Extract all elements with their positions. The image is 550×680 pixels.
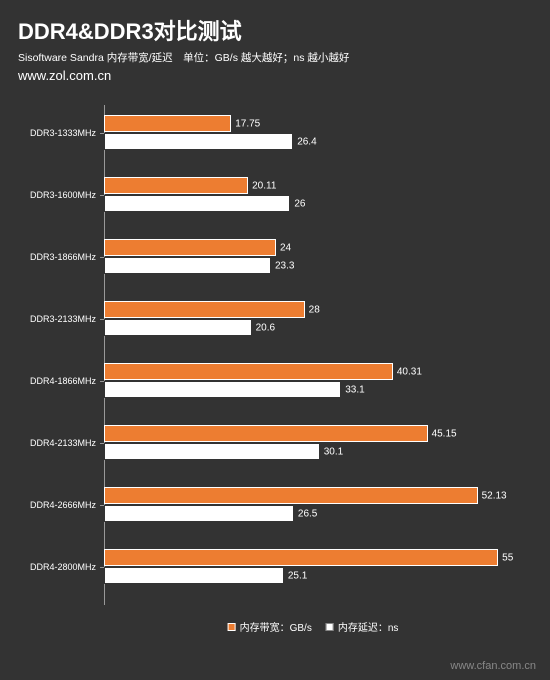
bar-value-label: 25.1 — [283, 570, 307, 581]
category-label: DDR4-2666MHz — [30, 500, 104, 510]
bar-bandwidth: 55 — [104, 549, 498, 566]
legend-swatch-icon — [326, 623, 334, 631]
bar-value-label: 55 — [497, 552, 513, 563]
category-label: DDR3-2133MHz — [30, 314, 104, 324]
chart-subtitle: Sisoftware Sandra 内存带宽/延迟 单位：GB/s 越大越好；n… — [18, 50, 532, 65]
bar-bandwidth: 24 — [104, 239, 276, 256]
source-url: www.zol.com.cn — [18, 68, 532, 83]
category-label: DDR4-2133MHz — [30, 438, 104, 448]
bar-value-label: 24 — [275, 242, 291, 253]
bar-value-label: 30.1 — [319, 446, 343, 457]
bar-value-label: 33.1 — [340, 384, 364, 395]
chart-plot-area: DDR3-1333MHz17.7526.4DDR3-1600MHz20.1126… — [104, 105, 522, 605]
bar-latency: 33.1 — [104, 381, 341, 398]
category-label: DDR3-1333MHz — [30, 128, 104, 138]
bar-bandwidth: 17.75 — [104, 115, 231, 132]
bar-latency: 23.3 — [104, 257, 271, 274]
bar-value-label: 52.13 — [477, 490, 507, 501]
chart-title: DDR4&DDR3对比测试 — [18, 14, 532, 46]
bar-bandwidth: 20.11 — [104, 177, 248, 194]
legend-label: 内存带宽：GB/s — [240, 619, 312, 634]
bar-value-label: 23.3 — [270, 260, 294, 271]
category-label: DDR4-1866MHz — [30, 376, 104, 386]
bar-value-label: 26.5 — [293, 508, 317, 519]
bar-value-label: 28 — [304, 304, 320, 315]
bar-value-label: 20.6 — [251, 322, 275, 333]
category-label: DDR3-1866MHz — [30, 252, 104, 262]
legend-item-latency: 内存延迟：ns — [326, 619, 399, 634]
bar-value-label: 26 — [289, 198, 305, 209]
category-label: DDR3-1600MHz — [30, 190, 104, 200]
bar-bandwidth: 28 — [104, 301, 305, 318]
bar-latency: 25.1 — [104, 567, 284, 584]
category-label: DDR4-2800MHz — [30, 562, 104, 572]
bar-latency: 26 — [104, 195, 290, 212]
legend-swatch-icon — [228, 623, 236, 631]
bar-latency: 30.1 — [104, 443, 320, 460]
bar-latency: 26.4 — [104, 133, 293, 150]
legend: 内存带宽：GB/s 内存延迟：ns — [228, 619, 399, 634]
bar-latency: 26.5 — [104, 505, 294, 522]
chart-container: DDR4&DDR3对比测试 Sisoftware Sandra 内存带宽/延迟 … — [0, 0, 550, 615]
bar-value-label: 20.11 — [247, 180, 276, 191]
bar-value-label: 26.4 — [292, 136, 316, 147]
bar-value-label: 45.15 — [427, 428, 457, 439]
bar-bandwidth: 45.15 — [104, 425, 428, 442]
bar-bandwidth: 52.13 — [104, 487, 478, 504]
bar-bandwidth: 40.31 — [104, 363, 393, 380]
legend-item-bandwidth: 内存带宽：GB/s — [228, 619, 312, 634]
watermark: www.cfan.com.cn — [450, 660, 536, 672]
bar-value-label: 17.75 — [230, 118, 260, 129]
bar-value-label: 40.31 — [392, 366, 422, 377]
legend-label: 内存延迟：ns — [338, 619, 399, 634]
bar-latency: 20.6 — [104, 319, 252, 336]
